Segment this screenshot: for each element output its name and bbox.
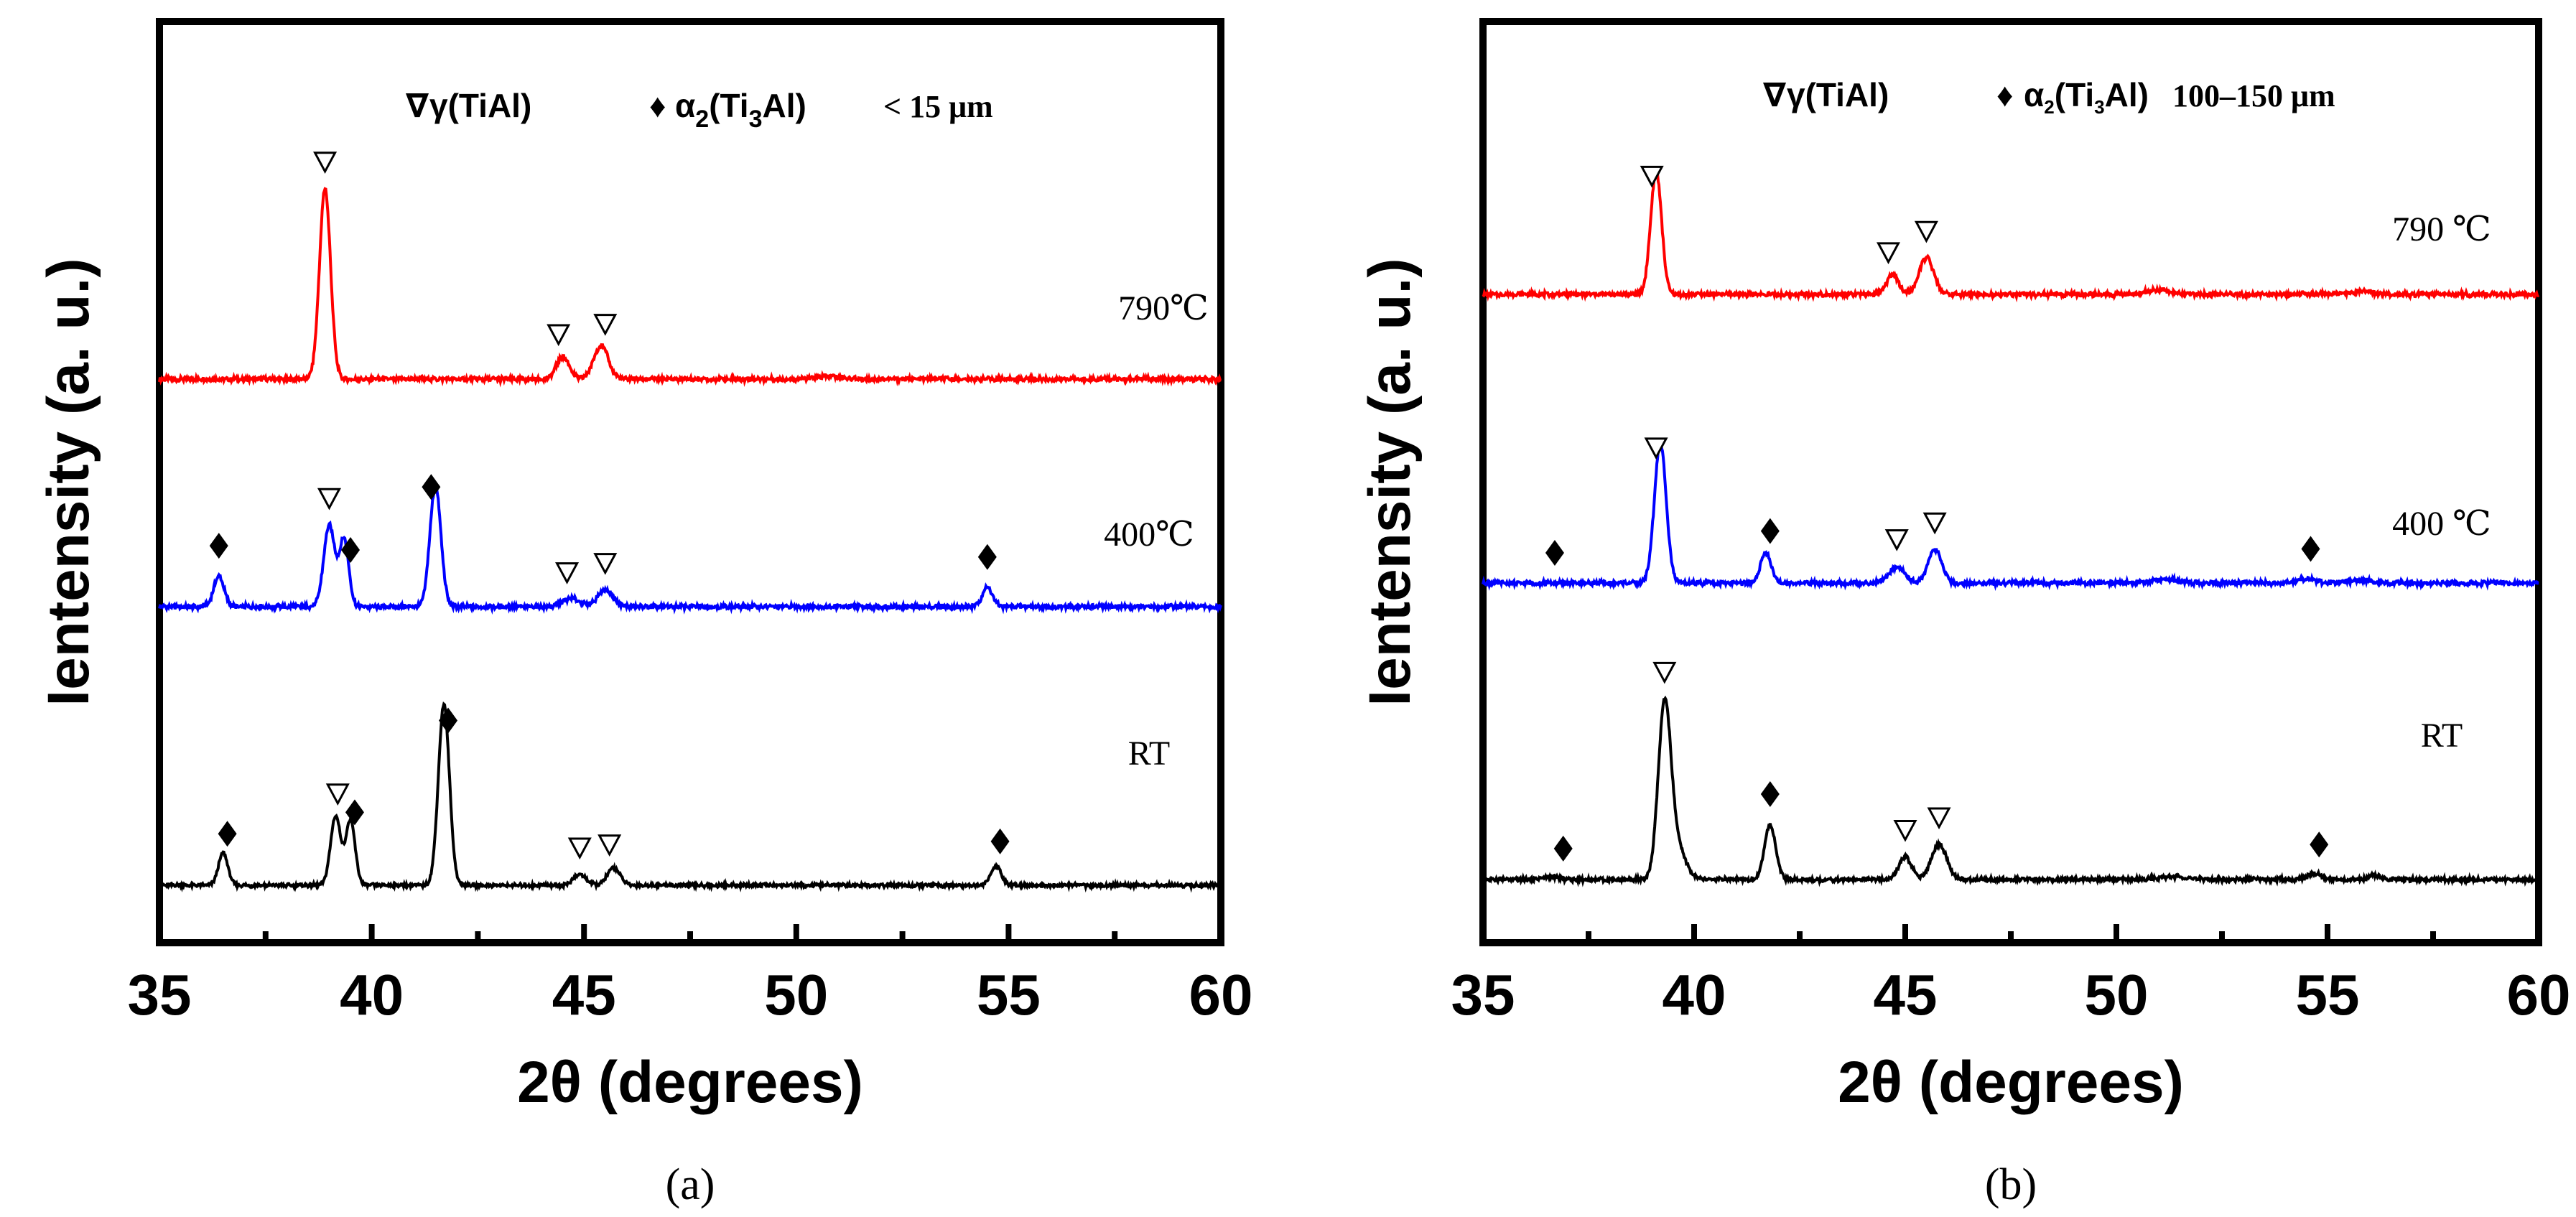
alpha-marker bbox=[209, 533, 228, 559]
x-tick-label: 40 bbox=[340, 963, 404, 1027]
plot-frame-b bbox=[1479, 18, 2542, 946]
legend-gamma-symbol: ∇ bbox=[406, 87, 429, 124]
gamma-marker bbox=[1922, 512, 1947, 535]
gamma-marker bbox=[555, 562, 580, 584]
x-tick-label: 50 bbox=[2085, 963, 2149, 1027]
gamma-marker bbox=[567, 837, 592, 860]
series-label: 400 ℃ bbox=[2392, 505, 2491, 543]
series-line bbox=[158, 187, 1222, 388]
series-group-a: 790℃ 400℃ RT bbox=[158, 187, 1222, 893]
series-label: RT bbox=[1128, 735, 1170, 773]
x-tick-label: 60 bbox=[2507, 963, 2571, 1027]
alpha-marker bbox=[422, 474, 441, 500]
legend-gamma-symbol: ∇ bbox=[1763, 76, 1787, 113]
series-line bbox=[158, 485, 1222, 615]
gamma-marker bbox=[1640, 165, 1664, 188]
legend-alpha-symbol: ♦ bbox=[649, 87, 666, 124]
legend-size: < 15 μm bbox=[883, 89, 993, 124]
legend-alpha-main: α bbox=[2024, 76, 2044, 113]
alpha-marker bbox=[1760, 518, 1780, 544]
legend-alpha-pre: (Ti bbox=[2055, 76, 2094, 113]
gamma-marker bbox=[317, 488, 341, 510]
gamma-marker bbox=[1927, 807, 1951, 830]
gamma-marker bbox=[597, 834, 622, 857]
x-tick-label: 45 bbox=[1874, 963, 1938, 1027]
x-tick-label: 50 bbox=[764, 963, 828, 1027]
x-tick-label: 55 bbox=[977, 963, 1041, 1027]
legend-b: ∇ γ(TiAl) ♦ α2(Ti3Al) 100–150 μm bbox=[1763, 76, 2335, 118]
series-label: RT bbox=[2421, 717, 2463, 755]
legend-size: 100–150 μm bbox=[2172, 78, 2335, 113]
legend-alpha-symbol: ♦ bbox=[1996, 76, 2013, 113]
alpha-marker bbox=[1760, 781, 1780, 807]
alpha-marker bbox=[341, 536, 361, 563]
x-ticks-b: 35 40 45 50 55 60 bbox=[1451, 924, 2571, 1027]
x-tick-label: 55 bbox=[2296, 963, 2360, 1027]
alpha-marker bbox=[2301, 536, 2320, 562]
legend-a: ∇ γ(TiAl) ♦ α2(Ti3Al) < 15 μm bbox=[406, 87, 993, 133]
y-axis-label-a: Ientensity (a. u.) bbox=[36, 258, 101, 706]
x-axis-label-a: 2θ (degrees) bbox=[517, 1050, 863, 1115]
gamma-marker bbox=[593, 314, 618, 336]
legend-alpha-formula-sub: 3 bbox=[749, 106, 763, 133]
legend-alpha-post: Al) bbox=[763, 87, 806, 124]
series-line bbox=[158, 701, 1222, 893]
x-tick-label: 35 bbox=[128, 963, 192, 1027]
legend-gamma-label: γ(TiAl) bbox=[1787, 76, 1889, 113]
gamma-marker bbox=[325, 783, 350, 806]
legend-alpha-main: α bbox=[675, 87, 695, 124]
x-ticks-a: 35 40 45 50 55 60 bbox=[128, 924, 1253, 1027]
legend-alpha-label: α2(Ti3Al) bbox=[675, 87, 806, 133]
alpha-marker bbox=[218, 821, 237, 847]
gamma-marker bbox=[1652, 661, 1677, 684]
legend-alpha-pre: (Ti bbox=[709, 87, 748, 124]
y-axis-label-b: Ientensity (a. u.) bbox=[1357, 258, 1423, 706]
series-line bbox=[1482, 440, 2539, 592]
gamma-marker bbox=[1884, 529, 1909, 551]
legend-alpha-post: Al) bbox=[2105, 76, 2149, 113]
legend-gamma-label: γ(TiAl) bbox=[429, 87, 531, 124]
legend-alpha-formula-sub: 3 bbox=[2094, 96, 2104, 118]
alpha-marker bbox=[2310, 831, 2329, 858]
series-label: 790 ℃ bbox=[2392, 210, 2491, 248]
panel-label-b: (b) bbox=[1985, 1160, 2037, 1209]
alpha-marker bbox=[990, 828, 1010, 854]
gamma-marker bbox=[313, 151, 338, 174]
peak-markers-b bbox=[1545, 165, 2329, 862]
legend-alpha-sub: 2 bbox=[695, 106, 709, 133]
alpha-marker bbox=[977, 544, 997, 570]
alpha-marker bbox=[439, 707, 458, 734]
gamma-marker bbox=[1914, 220, 1938, 243]
panel-label-a: (a) bbox=[666, 1160, 715, 1209]
series-line bbox=[1482, 695, 2539, 887]
x-tick-label: 60 bbox=[1189, 963, 1253, 1027]
x-axis-label-b: 2θ (degrees) bbox=[1838, 1050, 2184, 1115]
series-group-b: 790 ℃ 400 ℃ RT bbox=[1482, 165, 2540, 887]
gamma-marker bbox=[547, 324, 571, 347]
series-label: 790℃ bbox=[1118, 289, 1209, 327]
alpha-marker bbox=[345, 799, 364, 826]
alpha-marker bbox=[1553, 835, 1573, 862]
alpha-marker bbox=[1545, 540, 1564, 566]
series-line bbox=[1482, 165, 2540, 303]
x-tick-label: 45 bbox=[552, 963, 616, 1027]
gamma-marker bbox=[1876, 242, 1900, 265]
gamma-marker bbox=[593, 553, 618, 575]
series-label: 400℃ bbox=[1104, 516, 1194, 554]
legend-alpha-sub: 2 bbox=[2044, 96, 2054, 118]
peak-markers-a bbox=[209, 151, 1010, 860]
panel-a: 790℃ 400℃ RT 35 40 45 50 55 60 ∇ γ(TiAl) ♦ α2(T… bbox=[36, 18, 1253, 1209]
gamma-marker bbox=[1644, 437, 1668, 460]
gamma-marker bbox=[1893, 820, 1917, 842]
x-tick-label: 40 bbox=[1663, 963, 1726, 1027]
legend-alpha-label: α2(Ti3Al) bbox=[2024, 76, 2149, 118]
x-tick-label: 35 bbox=[1451, 963, 1515, 1027]
